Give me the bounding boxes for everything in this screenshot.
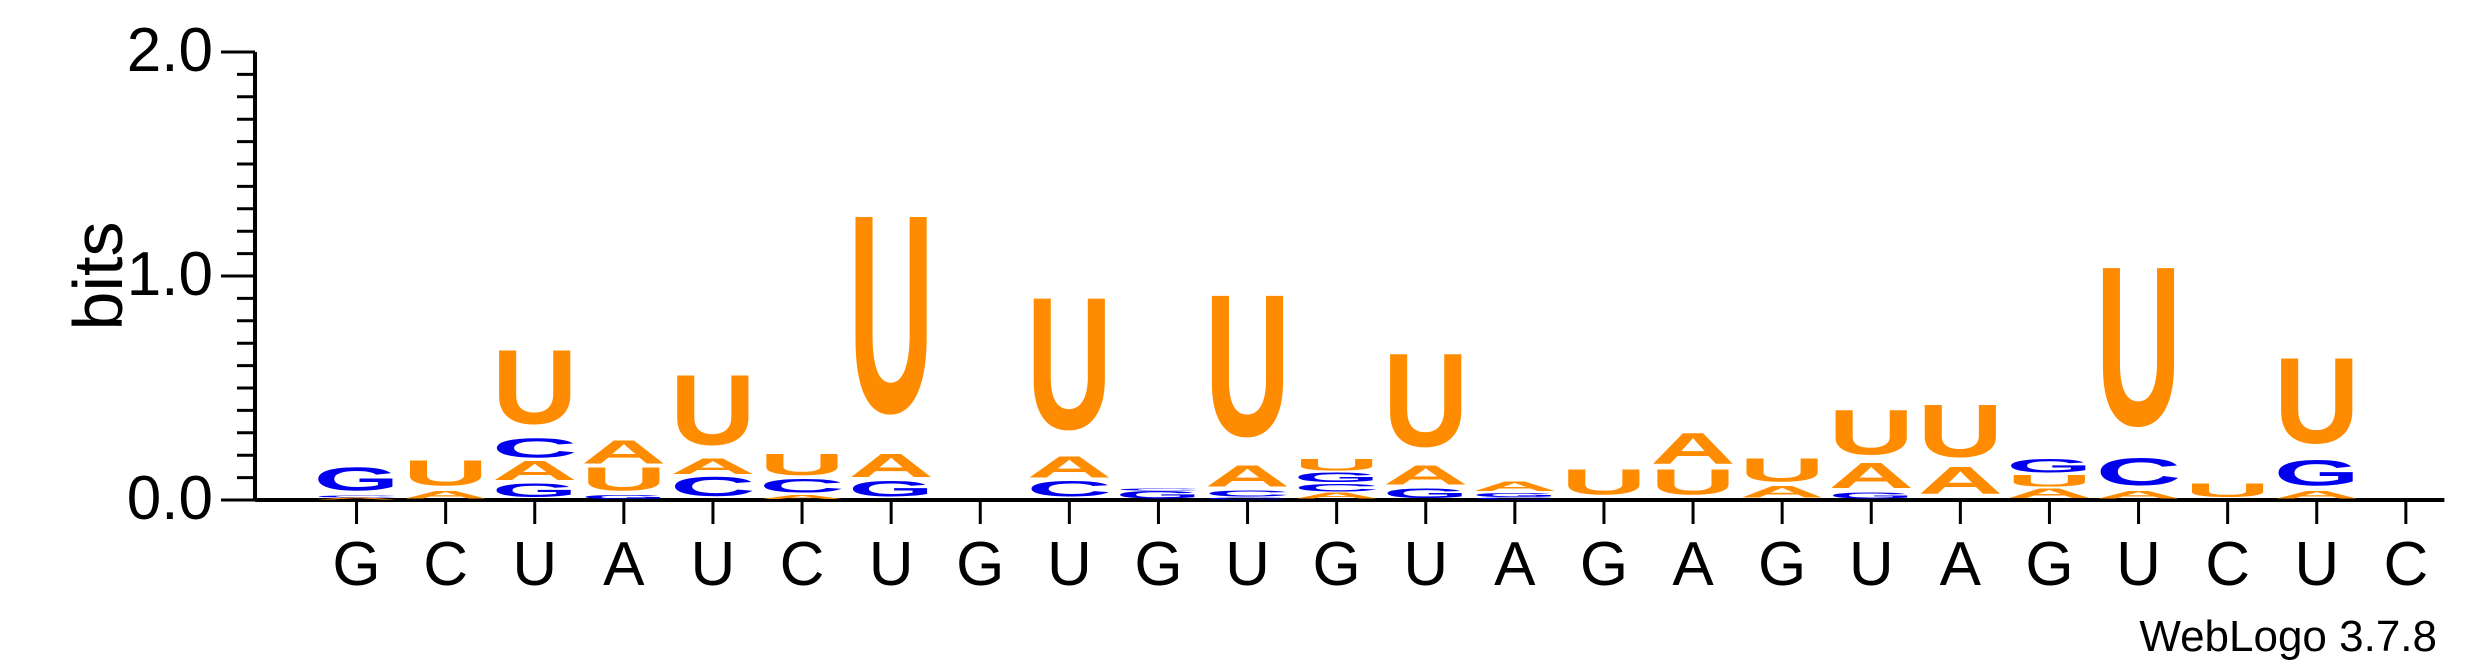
x-tick-label: U <box>1225 530 1270 599</box>
logo-letter-U: U <box>1027 258 1113 469</box>
logo-letter-A: A <box>670 454 756 479</box>
logo-letter-A: A <box>2274 488 2360 500</box>
logo-letter-U: U <box>1561 462 1647 502</box>
weblogo-credit: WebLogo 3.7.8 <box>2139 612 2437 661</box>
x-tick-label: A <box>1940 530 1982 599</box>
logo-letter-A: A <box>1739 482 1825 501</box>
logo-letter-U: U <box>848 156 934 473</box>
y-tick-label: 0.0 <box>127 464 213 533</box>
logo-letter-G: G <box>314 460 400 497</box>
logo-letter-C: C <box>492 433 578 464</box>
logo-letter-A: A <box>403 488 489 500</box>
x-tick-label: C <box>423 530 468 599</box>
logo-letter-A: A <box>1918 459 2004 503</box>
logo-letter-U: U <box>1918 390 2004 474</box>
logo-letter-C: C <box>314 495 400 498</box>
logo-letter-C: C <box>1205 489 1291 498</box>
logo-letter-A: A <box>759 494 845 500</box>
logo-letter-C: C <box>759 475 845 497</box>
logo-letter-A: A <box>1383 460 1469 491</box>
logo-letter-U: U <box>1828 397 1914 468</box>
logo-letter-U: U <box>492 327 578 446</box>
logo-letter-G: G <box>1472 492 1558 498</box>
logo-letter-U: U <box>581 461 667 498</box>
x-tick-label: G <box>332 530 380 599</box>
logo-letter-U: U <box>1294 455 1380 474</box>
x-tick-label: U <box>2116 530 2161 599</box>
logo-letter-A: A <box>492 455 578 486</box>
x-tick-label: C <box>780 530 825 599</box>
x-tick-label: C <box>2383 530 2428 599</box>
logo-letter-A: A <box>1027 450 1113 484</box>
x-tick-label: U <box>1047 530 1092 599</box>
logo-letter-A: A <box>2096 488 2182 500</box>
logo-letter-A: A <box>1828 455 1914 495</box>
logo-letter-U: U <box>2096 220 2182 473</box>
logo-letter-A: A <box>2007 485 2093 500</box>
logo-letter-U: U <box>403 453 489 493</box>
y-tick-label: 1.0 <box>127 240 213 309</box>
logo-letter-C: C <box>1294 482 1380 494</box>
logo-letter-C: C <box>670 471 756 502</box>
logo-letter-G: G <box>1116 488 1202 501</box>
logo-letter-U: U <box>1383 325 1469 474</box>
logo-letter-U: U <box>670 355 756 466</box>
logo-letter-U: U <box>1650 462 1736 502</box>
letter-stacks: ACG AU GACUGUACAUACUGAUCAUGCGCAUACGUGAUCGA… <box>314 156 2360 502</box>
x-tick-label: A <box>603 530 645 599</box>
logo-letter-C: C <box>1472 497 1558 500</box>
x-tick-label: U <box>1403 530 1448 599</box>
logo-letter-A: A <box>581 434 667 471</box>
logo-letter-U: U <box>2185 479 2271 501</box>
logo-letter-A: A <box>1205 459 1291 493</box>
logo-letter-C: C <box>1027 477 1113 502</box>
x-tick-label: U <box>1849 530 1894 599</box>
logo-letter-U: U <box>2274 333 2360 470</box>
logo-letter-U: U <box>1739 452 1825 489</box>
logo-letter-U: U <box>2007 471 2093 490</box>
x-tick-label: G <box>1313 530 1361 599</box>
x-tick-label: G <box>1580 530 1628 599</box>
logo-letter-A: A <box>848 447 934 484</box>
logo-letter-A: A <box>1294 491 1380 500</box>
x-tick-label: U <box>2294 530 2339 599</box>
x-tick-label: U <box>869 530 914 599</box>
logo-letter-G: G <box>1383 485 1469 501</box>
axes: 0.0 1.0 2.0 bits <box>59 16 2445 533</box>
logo-letter-G: G <box>1205 497 1291 500</box>
logo-letter-G: G <box>1294 470 1380 486</box>
logo-letter-G: G <box>1828 491 1914 500</box>
logo-letter-G: G <box>2007 455 2093 477</box>
x-tick-label: G <box>1134 530 1182 599</box>
x-tick-label: A <box>1672 530 1714 599</box>
logo-letter-C: C <box>1116 488 1202 491</box>
y-axis-label: bits <box>59 222 137 331</box>
x-tick-label: G <box>956 530 1004 599</box>
logo-letter-A: A <box>1472 479 1558 494</box>
x-tick-label: G <box>2025 530 2073 599</box>
logo-letter-G: G <box>581 494 667 500</box>
y-tick-label: 2.0 <box>127 16 213 85</box>
logo-letter-U: U <box>759 448 845 482</box>
logo-letter-C: C <box>2096 450 2182 494</box>
x-tick-label: U <box>691 530 736 599</box>
logo-letter-A: A <box>1650 424 1736 474</box>
x-tick-label: C <box>2205 530 2250 599</box>
logo-letter-G: G <box>2274 453 2360 493</box>
logo-letter-U: U <box>1205 253 1291 479</box>
x-tick-label: A <box>1494 530 1536 599</box>
x-tick-label: U <box>512 530 557 599</box>
logo-letter-G: G <box>848 476 934 501</box>
x-tick-label: G <box>1758 530 1806 599</box>
logo-letter-A: A <box>314 497 400 500</box>
logo-letter-G: G <box>492 480 578 502</box>
